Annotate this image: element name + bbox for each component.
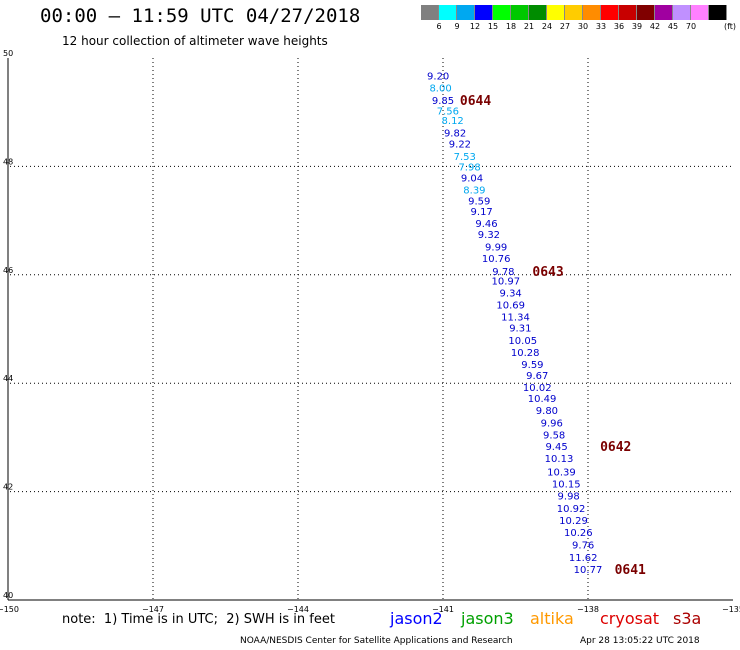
scale-swatch	[511, 5, 529, 20]
scale-label: 18	[505, 22, 517, 31]
mission-jason2: jason2	[390, 609, 443, 628]
scale-swatch	[547, 5, 565, 20]
wave-height-label: 9.46	[475, 219, 497, 230]
scale-swatch	[583, 5, 601, 20]
x-tick-label: −138	[577, 605, 599, 614]
scale-swatch	[493, 5, 511, 20]
wave-height-label: 9.17	[471, 207, 493, 218]
wave-height-label: 9.31	[509, 324, 531, 335]
wave-height-label: 9.59	[521, 360, 543, 371]
wave-height-label: 8.12	[442, 116, 464, 127]
mission-cryosat: cryosat	[600, 609, 660, 628]
wave-height-label: 10.97	[492, 277, 521, 288]
wave-height-label: 7.56	[437, 106, 459, 117]
mission-jason3: jason3	[461, 609, 514, 628]
wave-height-label: 10.13	[545, 454, 574, 465]
wave-height-label: 9.45	[545, 442, 567, 453]
scale-swatch	[529, 5, 547, 20]
wave-height-label: 10.77	[574, 565, 603, 576]
wave-height-label: 9.98	[558, 492, 580, 503]
scale-label: 9	[454, 22, 460, 31]
wave-height-label: 9.58	[543, 430, 565, 441]
scale-swatch	[619, 5, 637, 20]
chart-subtitle: 12 hour collection of altimeter wave hei…	[62, 34, 328, 48]
scale-swatch	[637, 5, 655, 20]
wave-height-label: 8.39	[463, 186, 485, 197]
scale-swatch	[691, 5, 709, 20]
wave-height-label: 8.00	[429, 84, 451, 95]
wave-height-label: 9.76	[572, 541, 594, 552]
wave-height-label: 9.96	[541, 419, 563, 430]
scale-swatch	[655, 5, 673, 20]
x-tick-label: −141	[432, 605, 454, 614]
mission-s3a: s3a	[673, 609, 702, 628]
scale-label: 24	[541, 22, 553, 31]
orbit-number-label: 0642	[600, 440, 631, 455]
scale-label: 15	[487, 22, 499, 31]
wave-height-label: 9.20	[427, 72, 449, 83]
wave-height-label: 10.28	[511, 348, 540, 359]
scale-swatch	[439, 5, 457, 20]
wave-height-label: 10.05	[508, 336, 537, 347]
scale-swatch	[565, 5, 583, 20]
wave-height-label: 10.15	[552, 479, 581, 490]
wave-height-label: 10.26	[564, 528, 593, 539]
scale-swatch	[457, 5, 475, 20]
wave-height-label: 9.67	[526, 371, 548, 382]
wave-height-label: 10.76	[482, 254, 511, 265]
x-tick-label: −147	[142, 605, 164, 614]
wave-height-label: 9.34	[500, 288, 522, 299]
wave-height-label: 9.85	[432, 96, 454, 107]
orbit-number-label: 0641	[615, 563, 646, 578]
x-tick-label: −135	[722, 605, 740, 614]
wave-height-label: 10.49	[528, 394, 557, 405]
wave-height-label: 9.32	[478, 230, 500, 241]
wave-height-label: 7.53	[454, 152, 476, 163]
scale-swatch	[709, 5, 727, 20]
wave-height-label: 10.92	[557, 504, 586, 515]
footer-credit: NOAA/NESDIS Center for Satellite Applica…	[240, 636, 513, 646]
wave-height-label: 9.82	[444, 129, 466, 140]
chart-title: 00:00 – 11:59 UTC 04/27/2018	[40, 5, 361, 27]
scale-label: 33	[595, 22, 607, 31]
scale-swatch	[601, 5, 619, 20]
scale-label: 45	[667, 22, 679, 31]
x-tick-label: −150	[0, 605, 19, 614]
orbit-number-label: 0644	[460, 94, 491, 109]
scale-label: 39	[631, 22, 643, 31]
wave-height-label: 9.59	[468, 196, 490, 207]
scale-label: 70	[685, 22, 697, 31]
wave-height-label: 11.62	[569, 553, 598, 564]
wave-height-label: 10.29	[559, 516, 588, 527]
wave-height-label: 9.04	[461, 174, 483, 185]
scale-label: 12	[469, 22, 481, 31]
wave-height-label: 9.80	[536, 406, 558, 417]
footer-timestamp: Apr 28 13:05:22 UTC 2018	[580, 636, 700, 646]
wave-height-label: 9.99	[485, 242, 507, 253]
y-tick-label: 50	[3, 49, 13, 58]
scale-label: 6	[436, 22, 442, 31]
wave-height-label: 10.39	[547, 467, 576, 478]
wave-height-label: 11.34	[501, 312, 530, 323]
scale-label: 36	[613, 22, 625, 31]
mission-altika: altika	[530, 609, 574, 628]
scale-label: 27	[559, 22, 571, 31]
scale-label: 30	[577, 22, 589, 31]
scale-swatch	[475, 5, 493, 20]
scale-unit-label: (ft)	[723, 22, 737, 31]
footer-note: note: 1) Time is in UTC; 2) SWH is in fe…	[62, 612, 335, 627]
scale-swatch	[673, 5, 691, 20]
wave-height-label: 9.22	[449, 139, 471, 150]
x-tick-label: −144	[287, 605, 309, 614]
scale-swatch	[421, 5, 439, 20]
wave-height-label: 10.02	[523, 383, 552, 394]
scale-label: 21	[523, 22, 535, 31]
orbit-number-label: 0643	[532, 265, 563, 280]
wave-height-label: 9.78	[492, 267, 514, 278]
wave-height-label: 7.98	[458, 163, 480, 174]
scale-label: 42	[649, 22, 661, 31]
wave-height-label: 10.69	[496, 300, 525, 311]
